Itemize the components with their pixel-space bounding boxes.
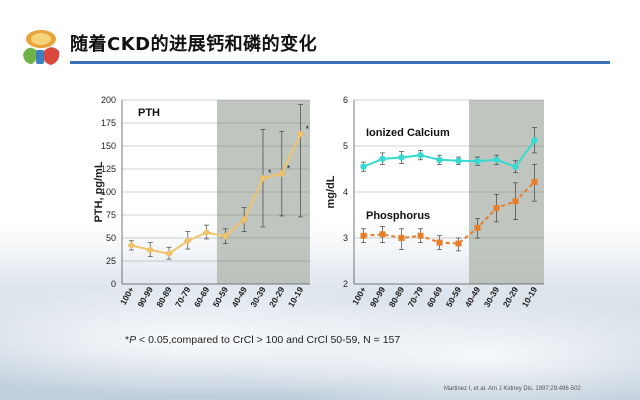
x-tick-label: 100+ — [350, 285, 368, 307]
x-tick-label: 100+ — [118, 285, 136, 307]
x-tick-label: 80-89 — [154, 285, 174, 309]
y-axis-label: PTH, pg/mL — [93, 161, 105, 222]
data-point — [379, 231, 386, 238]
x-tick-label: 20-29 — [267, 285, 287, 309]
x-tick-label: 70-79 — [173, 285, 193, 309]
significance-marker: * — [306, 124, 310, 134]
data-point — [221, 232, 230, 241]
y-tick-label: 2 — [343, 279, 348, 289]
data-point — [360, 163, 367, 170]
footnote-text: < 0.05,compared to CrCl > 100 and CrCl 5… — [136, 334, 401, 346]
data-point — [360, 232, 367, 239]
data-point — [398, 235, 405, 241]
y-tick-label: 125 — [101, 164, 116, 174]
data-point — [493, 156, 500, 163]
significance-marker: * — [287, 164, 291, 174]
data-point — [259, 174, 267, 183]
x-tick-label: 10-19 — [286, 285, 306, 309]
logo-icon — [23, 30, 60, 65]
series-label: PTH — [138, 107, 160, 119]
calcium-phosphorus-chart: 2 3 4 5 6 100+ 90-99 80-89 70-79 60-69 50-59 40-49 3… — [325, 95, 544, 309]
data-point — [183, 236, 192, 245]
significance-marker: * — [268, 168, 272, 178]
x-tick-label: 90-99 — [368, 285, 388, 309]
data-point — [240, 215, 249, 224]
y-tick-label: 5 — [343, 141, 348, 151]
y-tick-label: 175 — [101, 118, 116, 128]
data-point — [165, 249, 173, 258]
y-axis-label: mg/dL — [325, 175, 337, 208]
series-line — [131, 133, 302, 255]
data-point — [436, 156, 443, 163]
data-point — [277, 169, 286, 178]
y-tick-label: 3 — [343, 233, 348, 243]
data-point — [398, 154, 405, 161]
data-point — [417, 232, 424, 239]
data-point — [512, 198, 519, 205]
x-tick-label: 70-79 — [406, 285, 426, 309]
data-point — [202, 228, 211, 237]
x-tick-label: 90-99 — [135, 285, 155, 309]
data-point — [455, 240, 462, 247]
x-tick-label: 50-59 — [211, 285, 231, 309]
source-citation: Martinez I, et al. Am J Kidney Dis. 1997… — [444, 386, 581, 392]
data-point — [436, 239, 443, 246]
data-point — [531, 137, 538, 144]
page-title: 随着CKD的进展钙和磷的变化 — [70, 34, 318, 55]
data-point — [417, 152, 424, 159]
series-label: Ionized Calcium — [366, 127, 450, 139]
data-point — [474, 224, 481, 231]
data-point — [512, 163, 519, 170]
x-tick-label: 50-59 — [444, 285, 464, 309]
y-tick-label: 50 — [106, 233, 116, 243]
footnote: *P < 0.05,compared to CrCl > 100 and CrC… — [125, 334, 401, 346]
y-tick-label: 100 — [101, 187, 116, 197]
y-tick-label: 150 — [101, 141, 116, 151]
y-tick-label: 4 — [343, 187, 348, 197]
y-tick-label: 0 — [111, 279, 116, 289]
x-tick-label: 60-69 — [192, 285, 212, 309]
data-point — [146, 246, 155, 254]
x-tick-label: 10-19 — [520, 285, 540, 309]
data-point — [474, 157, 481, 165]
x-tick-label: 40-49 — [463, 285, 483, 309]
x-tick-label: 80-89 — [387, 285, 407, 309]
x-tick-label: 40-49 — [229, 285, 249, 309]
x-tick-label: 20-29 — [501, 285, 521, 309]
data-point — [493, 205, 500, 212]
data-point — [455, 157, 462, 164]
series-line — [363, 181, 536, 245]
data-point — [531, 178, 538, 185]
x-tick-label: 60-69 — [425, 285, 445, 309]
pth-chart: 0 25 50 75 100 125 150 175 200 100+ 90-99 80-89 70-7… — [93, 95, 310, 309]
data-point — [296, 130, 305, 138]
series-label: Phosphorus — [366, 210, 430, 222]
x-tick-label: 30-39 — [482, 285, 502, 309]
title-underline — [70, 61, 610, 64]
y-tick-label: 25 — [106, 256, 116, 266]
x-tick-label: 30-39 — [248, 285, 268, 309]
series-line — [363, 139, 536, 168]
y-tick-label: 6 — [343, 95, 348, 105]
data-point — [127, 241, 136, 250]
y-tick-label: 200 — [101, 95, 116, 105]
data-point — [379, 155, 386, 163]
y-tick-label: 75 — [106, 210, 116, 220]
